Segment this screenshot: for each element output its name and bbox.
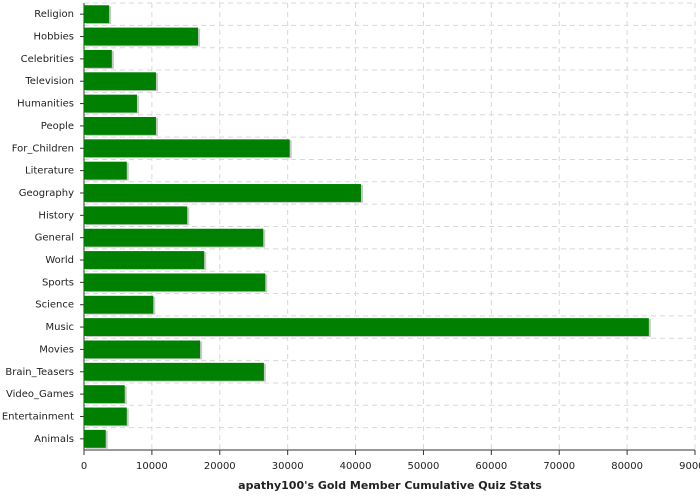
y-tick-label: Literature <box>25 166 74 177</box>
bar <box>84 385 125 404</box>
bar <box>84 94 137 113</box>
bar <box>84 139 290 158</box>
bar <box>84 362 264 381</box>
y-tick-label: People <box>41 121 74 132</box>
x-tick-label: 70000 <box>543 461 575 472</box>
bar <box>84 407 127 426</box>
bar <box>84 116 156 135</box>
bar <box>84 295 154 314</box>
y-tick-label: Brain_Teasers <box>5 367 74 378</box>
x-tick-label: 20000 <box>204 461 236 472</box>
x-tick-label: 50000 <box>408 461 440 472</box>
x-tick-label: 60000 <box>475 461 507 472</box>
bar <box>84 161 127 180</box>
y-tick-label: General <box>35 233 74 244</box>
y-tick-label: Video_Games <box>6 389 74 400</box>
bar <box>84 206 188 225</box>
y-tick-label: Entertainment <box>2 411 74 422</box>
bar <box>84 318 649 337</box>
bar <box>84 273 266 292</box>
y-tick-label: Television <box>24 76 74 87</box>
bar <box>84 27 199 46</box>
y-tick-label: Geography <box>19 188 74 199</box>
bar <box>84 340 201 359</box>
x-tick-label: 90000 <box>679 461 700 472</box>
y-tick-label: Music <box>46 322 74 333</box>
y-tick-label: Movies <box>39 344 74 355</box>
bar <box>84 49 112 68</box>
bar <box>84 429 106 448</box>
y-tick-label: Religion <box>34 9 74 20</box>
bar <box>84 184 361 202</box>
bar <box>84 5 110 24</box>
y-tick-label: Celebrities <box>21 54 74 65</box>
bar <box>84 72 156 91</box>
x-tick-label: 10000 <box>136 461 168 472</box>
x-tick-label: 30000 <box>272 461 304 472</box>
y-tick-label: Science <box>35 300 74 311</box>
x-tick-label: 40000 <box>340 461 372 472</box>
x-tick-label: 80000 <box>611 461 643 472</box>
y-tick-label: History <box>38 210 74 221</box>
y-tick-label: For_Children <box>12 143 74 154</box>
y-tick-label: Animals <box>34 434 74 445</box>
y-tick-label: Sports <box>42 277 74 288</box>
x-axis-title: apathy100's Gold Member Cumulative Quiz … <box>238 479 542 492</box>
bar <box>84 228 264 247</box>
y-tick-label: Humanities <box>17 99 74 110</box>
y-tick-label: Hobbies <box>34 32 74 43</box>
y-tick-label: World <box>45 255 74 266</box>
bar <box>84 251 205 269</box>
x-tick-label: 0 <box>81 461 87 472</box>
